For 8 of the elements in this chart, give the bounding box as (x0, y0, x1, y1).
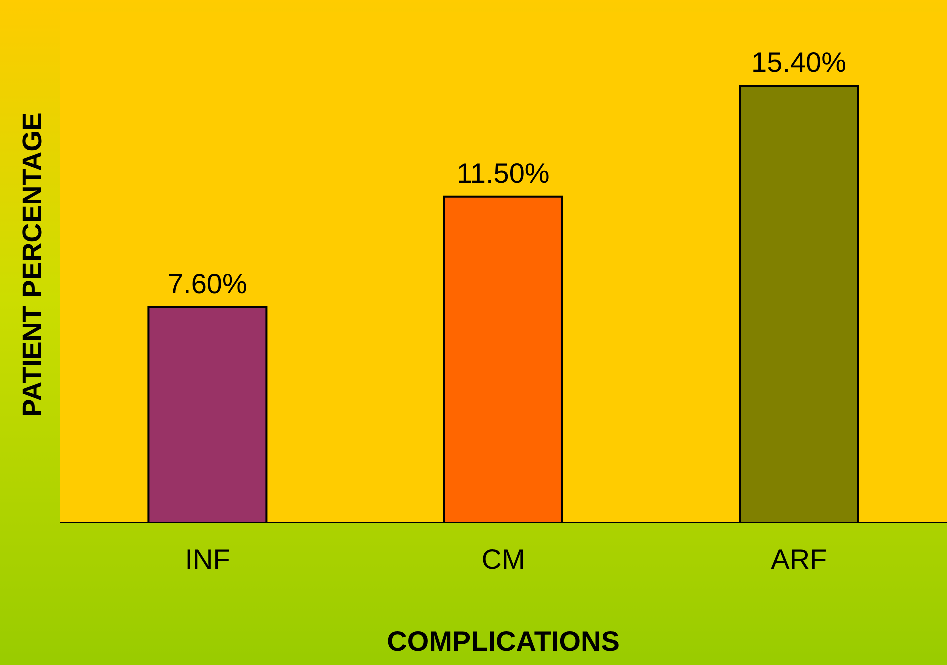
data-label: 7.60% (168, 268, 248, 300)
y-axis-title: PATIENT PERCENTAGE (18, 112, 48, 418)
data-label: 15.40% (752, 47, 847, 78)
x-axis-title: COMPLICATIONS (387, 626, 620, 657)
x-tick-label: INF (185, 544, 230, 575)
data-label: 11.50% (456, 158, 550, 189)
x-tick-label: ARF (771, 544, 828, 575)
x-tick-label: CM (482, 544, 526, 575)
